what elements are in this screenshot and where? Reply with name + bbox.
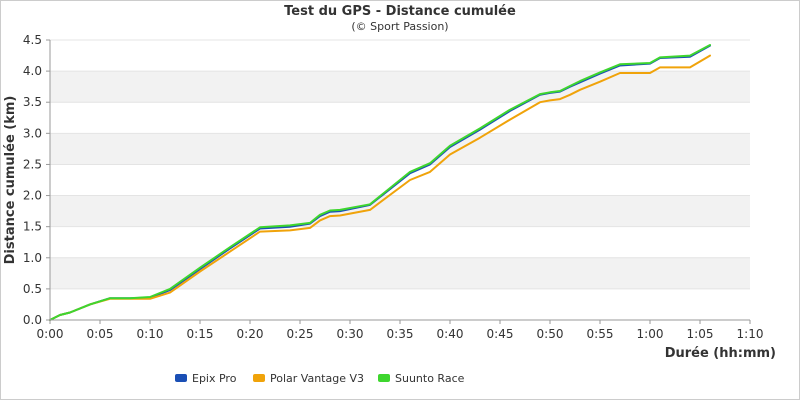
x-tick-label: 0:30 <box>337 327 364 341</box>
tick-labels: 0.0 0.5 1.0 1.5 2.0 2.5 3.0 3.5 4.0 4.5 0:00 0:05 0:… <box>23 33 764 341</box>
y-tick-label: 4.0 <box>23 64 42 78</box>
x-tick-label: 0:50 <box>537 327 564 341</box>
y-tick-label: 0.5 <box>23 282 42 296</box>
x-tick-label: 0:05 <box>87 327 114 341</box>
x-tick-label: 0:35 <box>387 327 414 341</box>
grid-band <box>50 195 750 227</box>
grid-band <box>50 133 750 165</box>
x-tick-label: 0:40 <box>437 327 464 341</box>
legend-swatch <box>175 374 187 382</box>
grid-band <box>50 71 750 103</box>
legend-swatch <box>253 374 265 382</box>
series-group <box>49 44 711 321</box>
x-tick-label: 1:05 <box>687 327 714 341</box>
y-tick-label: 1.0 <box>23 251 42 265</box>
y-tick-label: 0.0 <box>23 313 42 327</box>
legend-label: Epix Pro <box>192 372 237 385</box>
legend-swatch <box>378 374 390 382</box>
legend-label: Suunto Race <box>395 372 465 385</box>
x-tick-label: 1:10 <box>737 327 764 341</box>
series-line-3 <box>49 44 711 321</box>
y-tick-label: 4.5 <box>23 33 42 47</box>
x-tick-label: 0:55 <box>587 327 614 341</box>
x-tick-label: 0:25 <box>287 327 314 341</box>
grid-band <box>50 257 750 289</box>
y-tick-label: 3.0 <box>23 126 42 140</box>
y-tick-label: 2.0 <box>23 189 42 203</box>
y-tick-label: 2.5 <box>23 157 42 171</box>
y-axis-title: Distance cumulée (km) <box>3 96 18 265</box>
legend-item-1[interactable]: Epix Pro <box>175 372 237 385</box>
legend-item-2[interactable]: Polar Vantage V3 <box>253 372 364 385</box>
x-axis-title: Durée (hh:mm) <box>665 346 776 361</box>
x-tick-label: 1:00 <box>637 327 664 341</box>
legend-item-3[interactable]: Suunto Race <box>378 372 465 385</box>
y-tick-label: 3.5 <box>23 95 42 109</box>
x-tick-label: 0:20 <box>237 327 264 341</box>
chart-subtitle: (© Sport Passion) <box>351 20 448 33</box>
grid-bands <box>50 71 750 289</box>
legend[interactable]: Epix Pro Polar Vantage V3 Suunto Race <box>175 372 465 385</box>
chart-title: Test du GPS - Distance cumulée <box>284 4 516 19</box>
x-tick-label: 0:00 <box>37 327 64 341</box>
x-tick-label: 0:10 <box>137 327 164 341</box>
x-tick-label: 0:45 <box>487 327 514 341</box>
axes <box>46 39 751 324</box>
y-tick-label: 1.5 <box>23 220 42 234</box>
x-tick-label: 0:15 <box>187 327 214 341</box>
legend-label: Polar Vantage V3 <box>270 372 364 385</box>
